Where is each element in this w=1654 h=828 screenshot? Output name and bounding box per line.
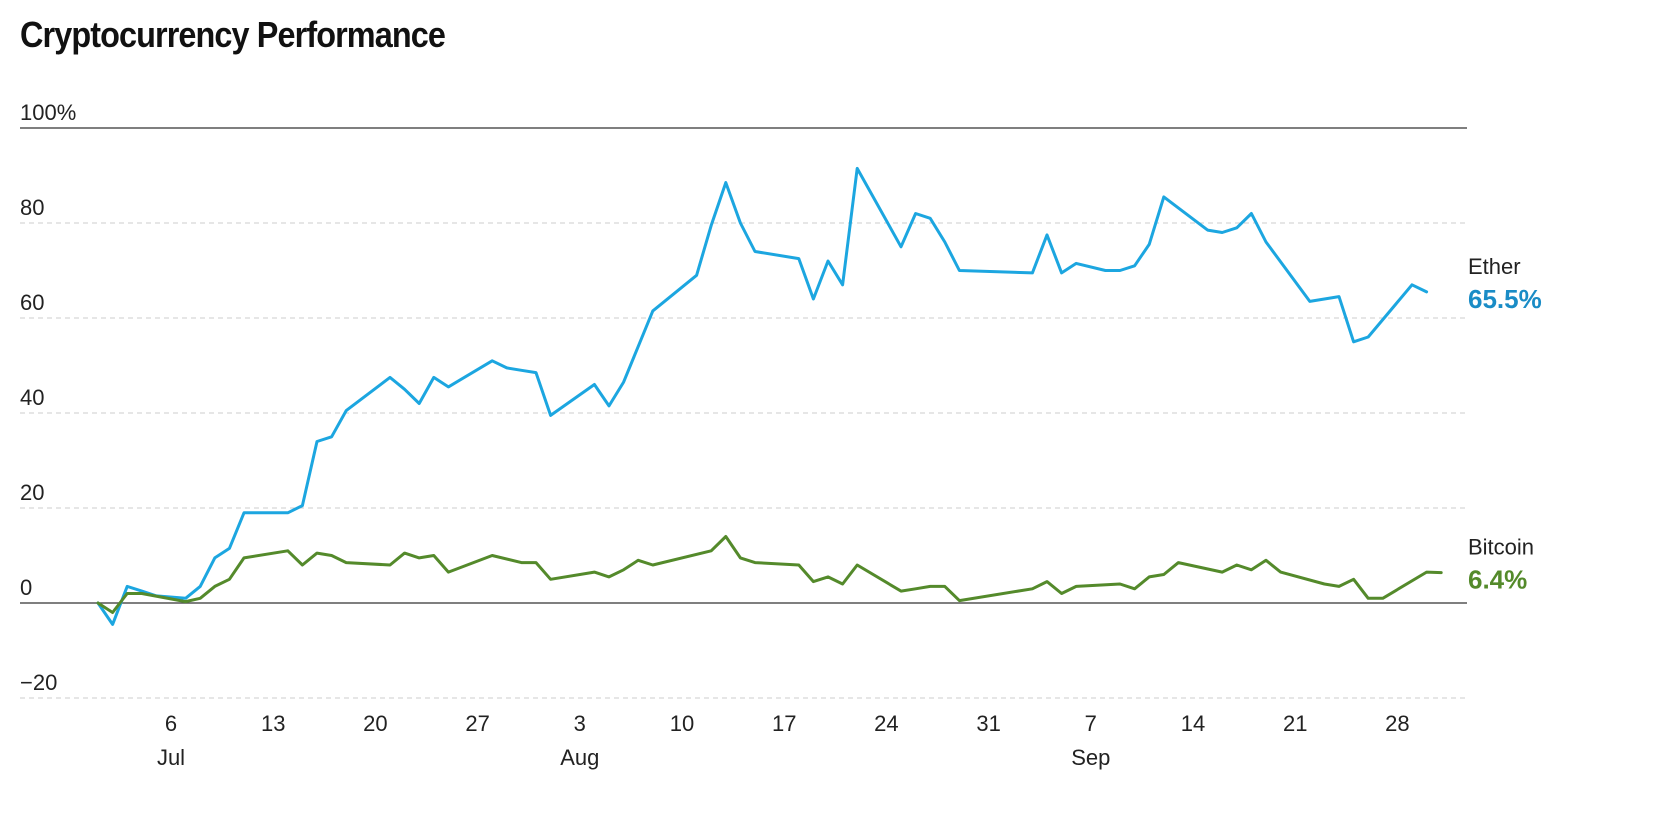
series-lines	[96, 166, 1443, 626]
x-tick-label: 31	[976, 711, 1000, 736]
bitcoin-series-name: Bitcoin	[1468, 535, 1534, 560]
y-tick-label: 100%	[20, 100, 76, 125]
y-tick-label: 20	[20, 480, 44, 505]
y-tick-label: 40	[20, 385, 44, 410]
x-tick-label: 27	[465, 711, 489, 736]
bitcoin-series-line	[96, 535, 1443, 614]
x-tick-label: 10	[670, 711, 694, 736]
gridlines	[20, 127, 1467, 699]
x-axis-ticks: 6 Jul 13 20 27 3 Aug 10 17 24 31 7 Sep 14 21 28	[157, 711, 1410, 770]
x-tick-label: 21	[1283, 711, 1307, 736]
x-month-label: Jul	[157, 745, 185, 770]
ether-series-line	[96, 166, 1429, 626]
x-month-label: Sep	[1071, 745, 1110, 770]
y-tick-label: −20	[20, 670, 57, 695]
x-tick-label: 28	[1385, 711, 1409, 736]
chart-title: Cryptocurrency Performance	[20, 14, 446, 55]
bitcoin-end-value: 6.4%	[1468, 565, 1527, 595]
end-labels: Ether 65.5% Bitcoin 6.4%	[1468, 254, 1542, 595]
x-tick-label: 17	[772, 711, 796, 736]
y-axis-ticks: 100% 80 60 40 20 0 −20	[20, 100, 76, 695]
x-tick-label: 13	[261, 711, 285, 736]
ether-end-value: 65.5%	[1468, 284, 1542, 314]
y-tick-label: 80	[20, 195, 44, 220]
ether-series-name: Ether	[1468, 254, 1521, 279]
x-month-label: Aug	[560, 745, 599, 770]
x-tick-label: 7	[1085, 711, 1097, 736]
x-tick-label: 20	[363, 711, 387, 736]
x-tick-label: 6	[165, 711, 177, 736]
x-tick-label: 14	[1181, 711, 1205, 736]
x-tick-label: 24	[874, 711, 898, 736]
y-tick-label: 0	[20, 575, 32, 600]
y-tick-label: 60	[20, 290, 44, 315]
x-tick-label: 3	[574, 711, 586, 736]
